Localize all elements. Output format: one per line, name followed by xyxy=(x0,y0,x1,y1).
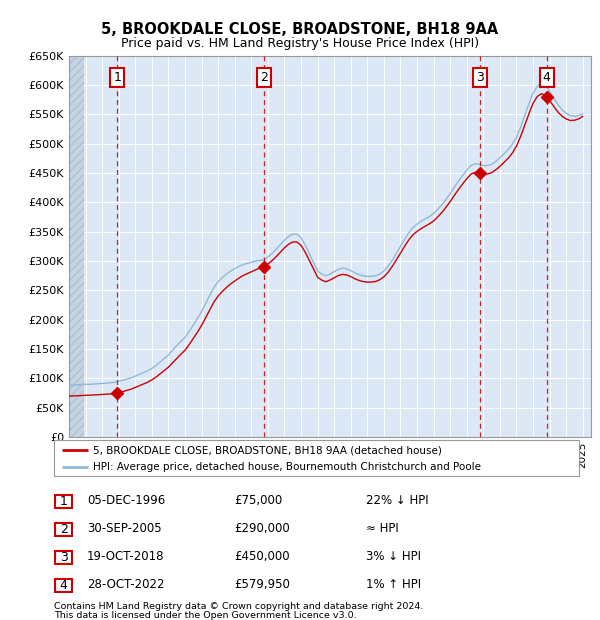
FancyBboxPatch shape xyxy=(55,578,72,592)
Text: 2: 2 xyxy=(59,523,68,536)
Text: 5, BROOKDALE CLOSE, BROADSTONE, BH18 9AA: 5, BROOKDALE CLOSE, BROADSTONE, BH18 9AA xyxy=(101,22,499,37)
Text: 4: 4 xyxy=(542,71,551,84)
Text: 4: 4 xyxy=(59,579,68,591)
Text: 19-OCT-2018: 19-OCT-2018 xyxy=(87,551,164,563)
Text: 1: 1 xyxy=(59,495,68,508)
Text: 30-SEP-2005: 30-SEP-2005 xyxy=(87,523,161,535)
Text: 3: 3 xyxy=(59,551,68,564)
Text: This data is licensed under the Open Government Licence v3.0.: This data is licensed under the Open Gov… xyxy=(54,611,356,619)
Text: 3: 3 xyxy=(476,71,484,84)
Text: Contains HM Land Registry data © Crown copyright and database right 2024.: Contains HM Land Registry data © Crown c… xyxy=(54,602,424,611)
FancyBboxPatch shape xyxy=(55,495,72,508)
Text: ≈ HPI: ≈ HPI xyxy=(366,523,399,535)
FancyBboxPatch shape xyxy=(55,551,72,564)
Bar xyxy=(69,56,84,437)
FancyBboxPatch shape xyxy=(55,523,72,536)
Text: 28-OCT-2022: 28-OCT-2022 xyxy=(87,578,164,591)
Text: £290,000: £290,000 xyxy=(234,523,290,535)
Text: £579,950: £579,950 xyxy=(234,578,290,591)
Text: Price paid vs. HM Land Registry's House Price Index (HPI): Price paid vs. HM Land Registry's House … xyxy=(121,37,479,50)
Text: 1% ↑ HPI: 1% ↑ HPI xyxy=(366,578,421,591)
FancyBboxPatch shape xyxy=(54,440,579,476)
Text: £75,000: £75,000 xyxy=(234,495,282,507)
Text: 05-DEC-1996: 05-DEC-1996 xyxy=(87,495,165,507)
Text: 2: 2 xyxy=(260,71,268,84)
Text: HPI: Average price, detached house, Bournemouth Christchurch and Poole: HPI: Average price, detached house, Bour… xyxy=(94,462,481,472)
Text: 22% ↓ HPI: 22% ↓ HPI xyxy=(366,495,428,507)
Text: 1: 1 xyxy=(113,71,121,84)
Text: £450,000: £450,000 xyxy=(234,551,290,563)
Text: 3% ↓ HPI: 3% ↓ HPI xyxy=(366,551,421,563)
Text: 5, BROOKDALE CLOSE, BROADSTONE, BH18 9AA (detached house): 5, BROOKDALE CLOSE, BROADSTONE, BH18 9AA… xyxy=(94,445,442,455)
